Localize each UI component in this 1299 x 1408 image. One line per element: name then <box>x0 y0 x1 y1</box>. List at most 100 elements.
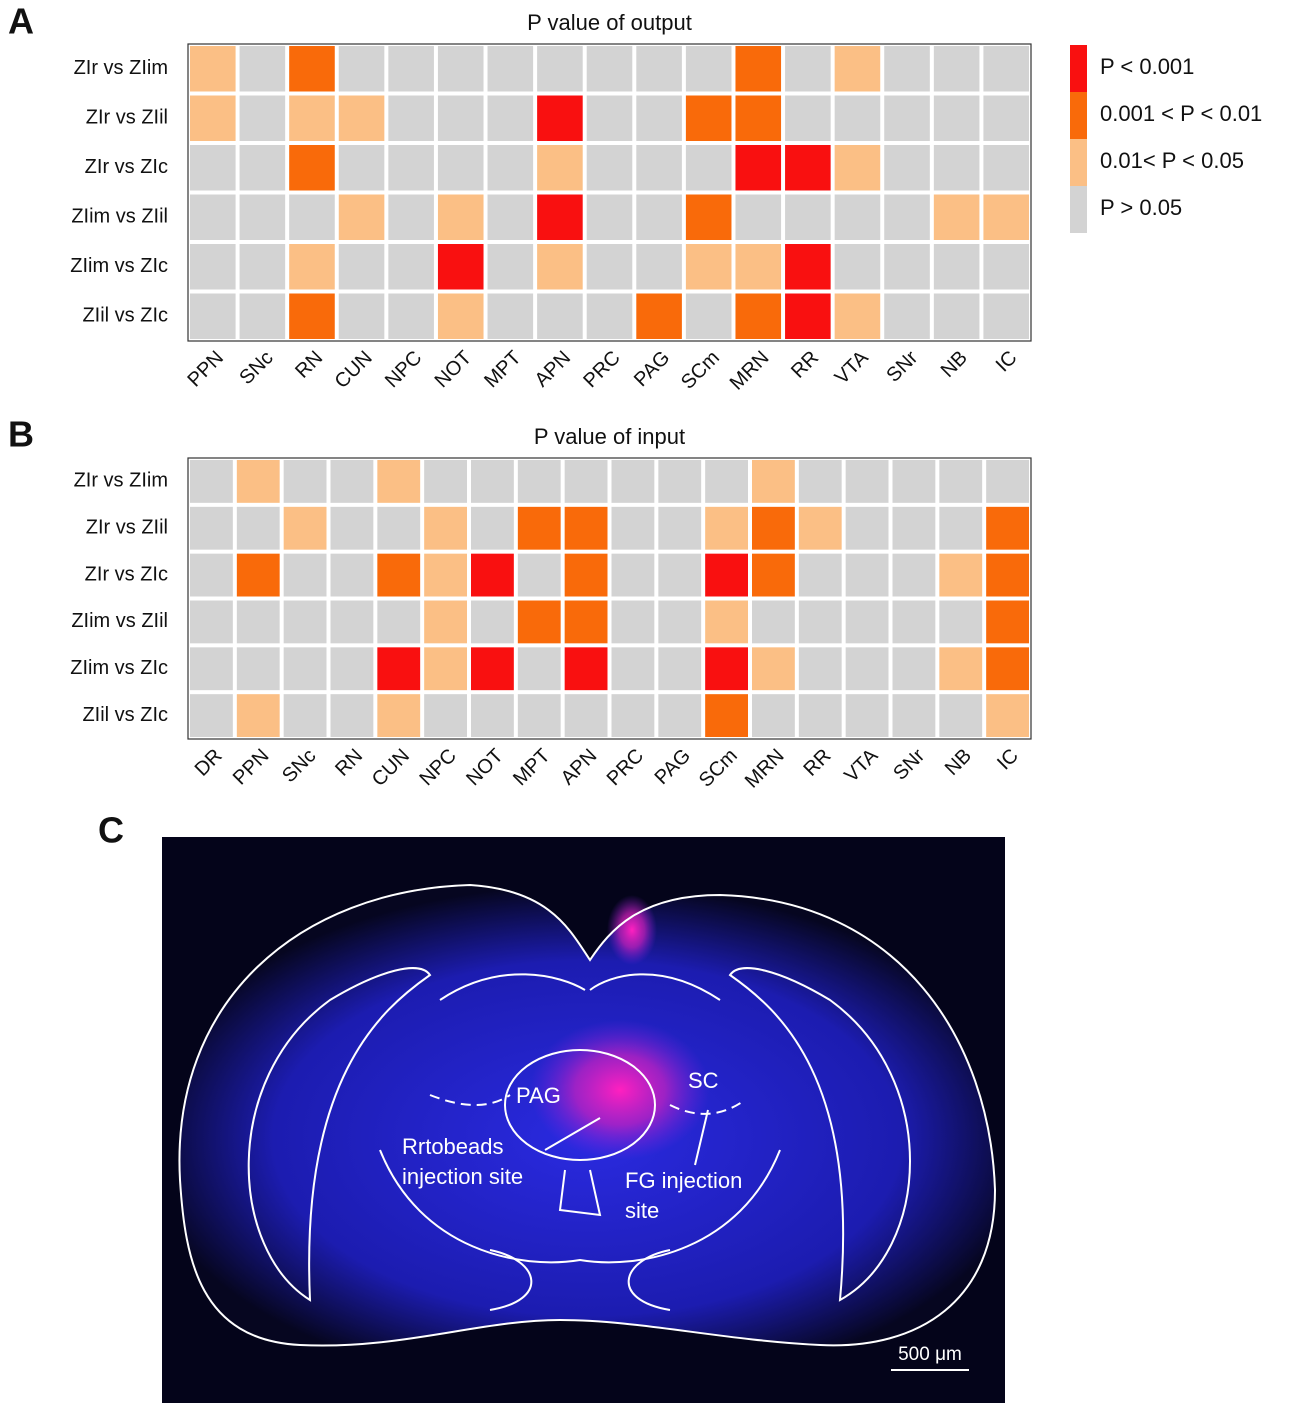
heatmap-cell <box>565 554 608 597</box>
row-label: ZIr vs ZIc <box>85 156 168 178</box>
heatmap-cell <box>983 294 1029 340</box>
heatmap-cell <box>884 96 930 142</box>
column-label: PRC <box>579 347 624 392</box>
heatmap-cell <box>284 554 327 597</box>
heatmap-cell <box>705 460 748 503</box>
heatmap-cell <box>537 244 583 290</box>
heatmap-cell <box>331 647 374 690</box>
heatmap-cell <box>190 195 236 241</box>
legend-swatch <box>1070 45 1087 92</box>
heatmap-cell <box>658 601 701 644</box>
heatmap-cell <box>939 554 982 597</box>
heatmap-cell <box>835 96 881 142</box>
heatmap-cell <box>752 507 795 550</box>
heatmap-cell <box>686 96 732 142</box>
heatmap-cell <box>686 244 732 290</box>
panel-letter: A <box>8 1 34 42</box>
heatmap-cell <box>705 601 748 644</box>
heatmap-cell <box>705 554 748 597</box>
heatmap-cell <box>331 460 374 503</box>
heatmap-cell <box>388 195 434 241</box>
annotation: Rrtobeads <box>402 1134 504 1159</box>
heatmap-cell <box>388 294 434 340</box>
heatmap-cell <box>284 601 327 644</box>
row-label: ZIr vs ZIil <box>86 517 168 539</box>
heatmap-cell <box>835 46 881 92</box>
heatmap-cell <box>537 195 583 241</box>
heatmap-cell <box>339 145 385 191</box>
column-label: NOT <box>431 347 476 392</box>
heatmap-cell <box>488 244 534 290</box>
scale-label: 500 μm <box>898 1344 962 1365</box>
heatmap-cell <box>686 294 732 340</box>
heatmap-cell <box>339 46 385 92</box>
heatmap-cell <box>884 244 930 290</box>
heatmap-cell <box>939 694 982 737</box>
heatmap-cell <box>240 145 286 191</box>
column-label: CUN <box>331 347 377 393</box>
heatmap-cell <box>587 96 633 142</box>
heatmap-cell <box>636 294 682 340</box>
heatmap-cell <box>518 554 561 597</box>
row-label: ZIr vs ZIim <box>74 470 168 492</box>
heatmap-cell <box>565 460 608 503</box>
heatmap-cell <box>240 46 286 92</box>
heatmap-cell <box>636 195 682 241</box>
heatmap-cell <box>587 244 633 290</box>
heatmap-cell <box>438 195 484 241</box>
heatmap-cell <box>488 294 534 340</box>
heatmap-cell <box>835 195 881 241</box>
column-label: APN <box>557 745 602 790</box>
heatmap-cell <box>190 96 236 142</box>
heatmap-cell <box>986 460 1029 503</box>
heatmap-cell <box>785 46 831 92</box>
panel-letter: C <box>98 810 124 851</box>
heatmap-cell <box>424 694 467 737</box>
heatmap-cell <box>705 507 748 550</box>
heatmap-cell <box>537 145 583 191</box>
heatmap-cell <box>587 145 633 191</box>
heatmap-cell <box>424 507 467 550</box>
heatmap-cell <box>331 694 374 737</box>
heatmap-cell <box>488 195 534 241</box>
heatmap-cell <box>565 647 608 690</box>
legend-label: 0.01< P < 0.05 <box>1100 148 1244 173</box>
heatmap-cell <box>339 195 385 241</box>
heatmap-cell <box>893 601 936 644</box>
heatmap-cell <box>377 554 420 597</box>
heatmap-cell <box>377 460 420 503</box>
heatmap-cell <box>939 460 982 503</box>
column-label: NOT <box>462 745 507 790</box>
heatmap-cell <box>471 647 514 690</box>
column-label: MPT <box>480 347 525 392</box>
chart-title: P value of input <box>534 424 685 449</box>
heatmap-cell <box>284 460 327 503</box>
heatmap-cell <box>934 46 980 92</box>
heatmap-cell <box>331 507 374 550</box>
heatmap-cell <box>240 294 286 340</box>
heatmap-cell <box>190 507 233 550</box>
column-label: NPC <box>381 347 426 392</box>
column-label: MPT <box>509 745 554 790</box>
heatmap-cell <box>893 554 936 597</box>
heatmap-cell <box>799 601 842 644</box>
annotation: site <box>625 1198 659 1223</box>
heatmap-cell <box>438 96 484 142</box>
heatmap-cell <box>752 460 795 503</box>
heatmap-cell <box>986 601 1029 644</box>
heatmap-cell <box>752 554 795 597</box>
heatmap-cell <box>424 554 467 597</box>
heatmap-cell <box>377 647 420 690</box>
column-label: SCm <box>677 347 724 394</box>
heatmap-cell <box>752 601 795 644</box>
heatmap-cell <box>488 96 534 142</box>
heatmap-cell <box>471 694 514 737</box>
heatmap-cell <box>289 145 335 191</box>
heatmap-cell <box>785 195 831 241</box>
heatmap-cell <box>934 244 980 290</box>
heatmap-cell <box>846 694 889 737</box>
heatmap-cell <box>658 460 701 503</box>
heatmap-cell <box>565 507 608 550</box>
heatmap-cell <box>388 244 434 290</box>
row-label: ZIil vs ZIc <box>82 704 168 726</box>
